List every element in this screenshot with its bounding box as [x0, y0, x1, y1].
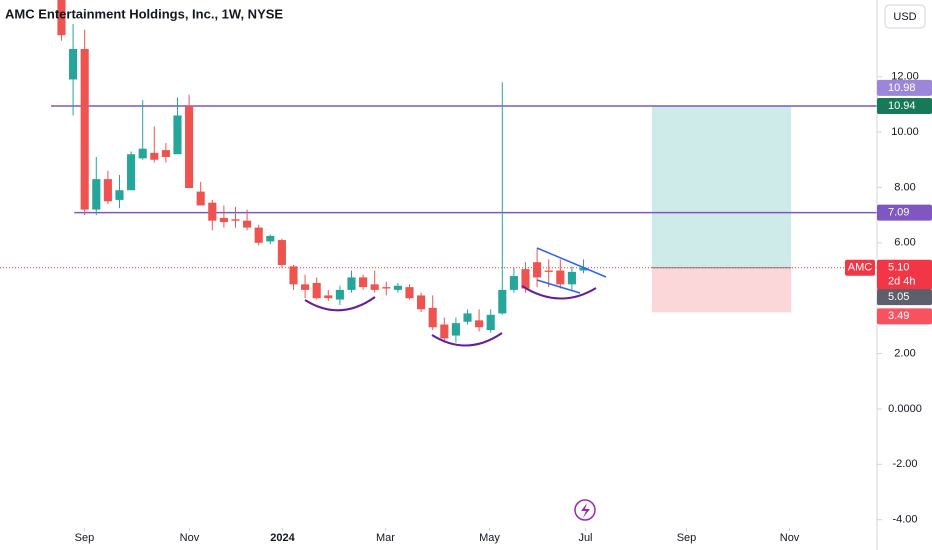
y-tick-label: -2.00 [892, 458, 917, 470]
candle-body [509, 276, 518, 290]
candle-body [243, 220, 252, 228]
candle-body [161, 150, 170, 157]
candle-body [579, 267, 588, 271]
candle-body [80, 49, 89, 210]
x-tick-label: Jul [578, 532, 592, 544]
plot-area [0, 0, 877, 343]
candle-body [92, 179, 101, 210]
candle-body [289, 266, 298, 285]
symbol: AMC [848, 262, 873, 274]
chart-title: AMC Entertainment Holdings, Inc., 1W, NY… [5, 6, 283, 21]
price-marker [877, 308, 932, 325]
candle-body [254, 227, 263, 243]
candle-body [231, 219, 240, 221]
price-marker [877, 79, 932, 96]
candle-body [301, 284, 310, 290]
candle-body [463, 313, 472, 322]
candle-body [69, 49, 78, 80]
price-marker-label: 10.98 [888, 82, 916, 94]
position-stop-zone [651, 267, 792, 313]
candle-body [498, 289, 507, 314]
candle-body [428, 307, 437, 328]
y-tick-label: 0.0000 [888, 403, 922, 415]
candle-body [324, 295, 333, 299]
trend-line [536, 279, 581, 294]
candle-body [266, 235, 275, 242]
price-marker [877, 204, 932, 221]
candle-body [521, 269, 530, 289]
countdown: 2d 4h [888, 276, 916, 288]
price-marker [877, 289, 932, 306]
candle-body [533, 262, 542, 278]
cup-arc [431, 332, 503, 347]
currency-box[interactable] [884, 4, 926, 29]
candle-body [127, 154, 136, 191]
candle-body [185, 105, 194, 188]
currency: USD [893, 11, 916, 23]
candle-body [57, 0, 66, 36]
candle-body [347, 277, 356, 290]
candle-body [335, 289, 344, 300]
price-marker-label: 3.49 [888, 310, 909, 322]
candle-body [115, 190, 124, 200]
cup-arc [304, 296, 376, 312]
candle-body [544, 270, 553, 272]
candle-body [451, 323, 460, 336]
price-marker-label: 10.94 [888, 100, 916, 112]
candle-body [103, 179, 112, 202]
candle-body [382, 287, 391, 289]
y-tick-label: 10.00 [891, 126, 919, 138]
x-tick-label: May [479, 532, 500, 544]
y-tick-label: 8.00 [894, 181, 915, 193]
x-tick-label: Sep [75, 532, 95, 544]
y-tick-label: 2.00 [894, 347, 915, 359]
position-target-zone [651, 106, 792, 268]
alert-icon-bolt [581, 503, 590, 518]
candle-body [173, 115, 182, 155]
candle-body [359, 277, 368, 288]
price-marker [877, 259, 932, 290]
candle-body [486, 314, 495, 331]
symbol-tag [845, 259, 875, 276]
candle-body [440, 324, 449, 339]
candle-body [556, 270, 565, 285]
x-tick-label: Sep [677, 532, 697, 544]
x-tick-label: Nov [780, 532, 800, 544]
candle-body [393, 285, 402, 290]
y-tick-label: 6.00 [894, 237, 915, 249]
candle-body [196, 191, 205, 206]
x-tick-label: Nov [180, 532, 200, 544]
candle-body [277, 240, 286, 265]
candle-body [138, 148, 147, 159]
trend-line [536, 247, 607, 278]
price-marker-label: 5.10 [888, 262, 909, 274]
candle-body [150, 152, 159, 160]
candle-body [405, 287, 414, 299]
candle-body [417, 295, 426, 310]
price-marker [877, 98, 932, 115]
y-tick-label: -4.00 [892, 514, 917, 526]
y-tick-label: 12.00 [891, 71, 919, 83]
cup-arc [521, 285, 597, 300]
alert-icon[interactable] [574, 499, 596, 521]
candle-body [208, 202, 217, 221]
price-marker-label: 5.05 [888, 291, 909, 303]
candle-body [567, 271, 576, 285]
price-marker-label: 7.09 [888, 207, 909, 219]
candle-body [312, 282, 321, 299]
candle-body [370, 284, 379, 290]
x-tick-label: 2024 [270, 532, 295, 544]
x-tick-label: Mar [376, 532, 395, 544]
drawings [304, 247, 607, 521]
candle-body [219, 217, 228, 223]
candle-body [475, 320, 484, 328]
